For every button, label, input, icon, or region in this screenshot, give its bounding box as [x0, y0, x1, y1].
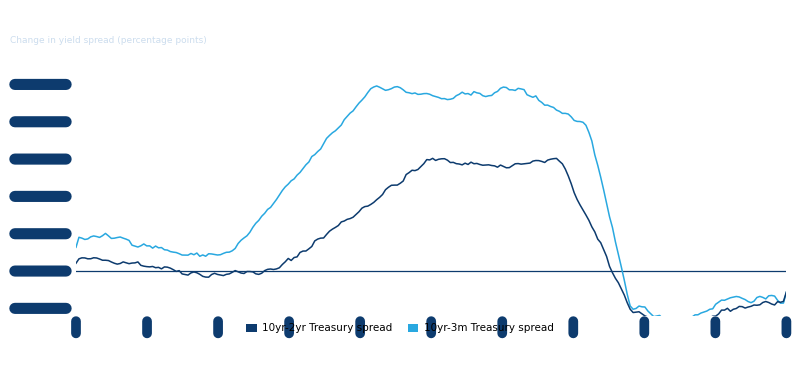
- Legend: 10yr-2yr Treasury spread, 10yr-3m Treasury spread: 10yr-2yr Treasury spread, 10yr-3m Treasu…: [242, 319, 558, 338]
- Text: Source: Federal Reserve. Data through recent period.: Source: Federal Reserve. Data through re…: [8, 354, 234, 363]
- Text: Change in yield spread (percentage points): Change in yield spread (percentage point…: [10, 36, 207, 44]
- Text: US Treasury Yield Curve Movements: US Treasury Yield Curve Movements: [10, 14, 250, 27]
